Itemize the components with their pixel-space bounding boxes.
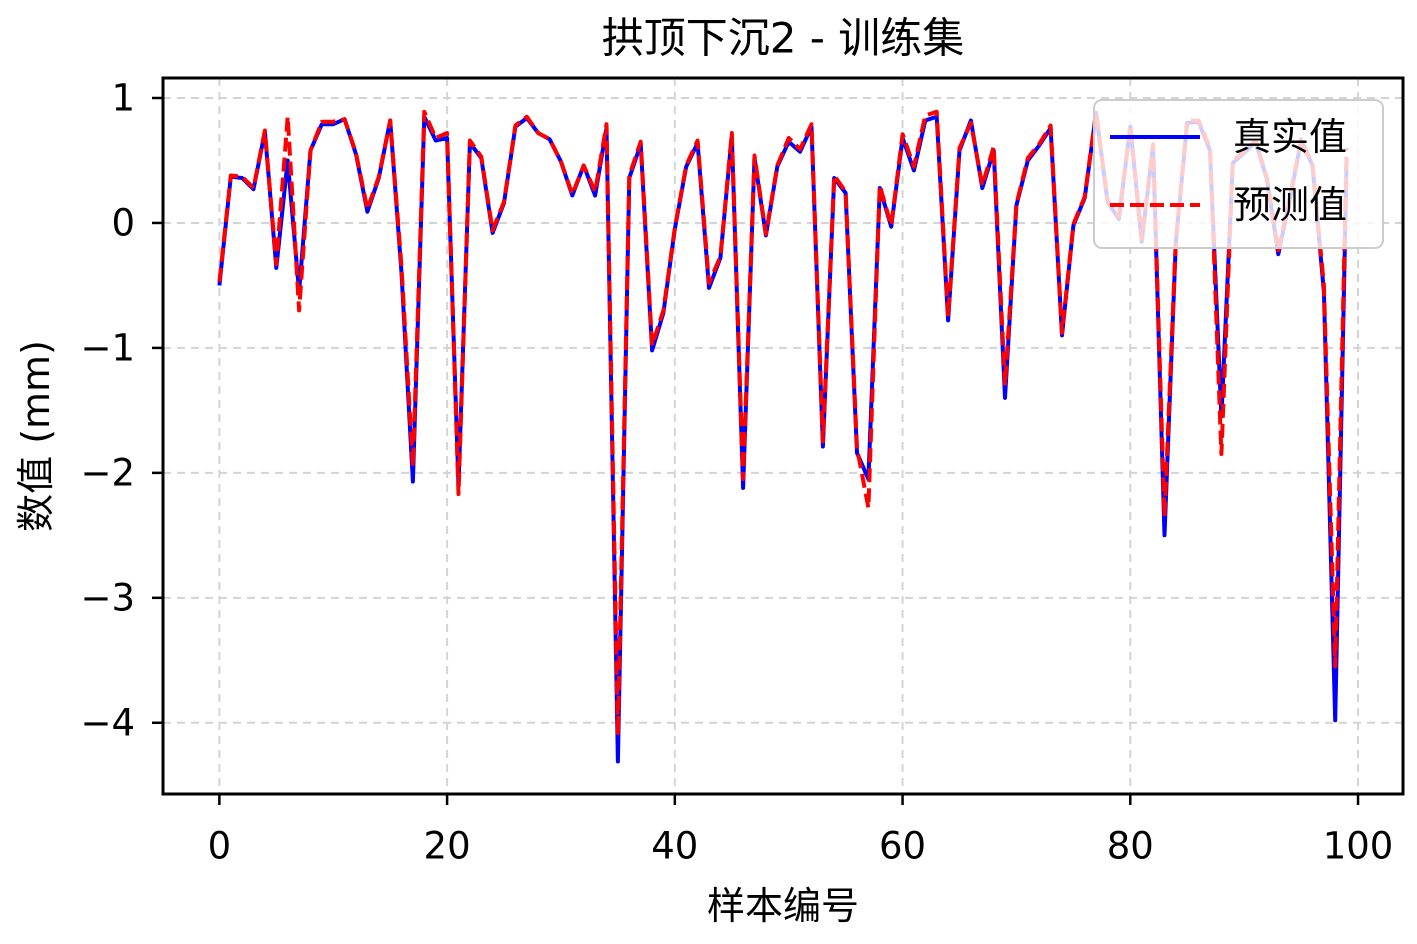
plot-area-frame bbox=[161, 76, 1405, 796]
legend: 真实值 预测值 bbox=[1093, 99, 1384, 249]
series-line-predicted-value bbox=[217, 109, 1349, 738]
x-tick-label: 40 bbox=[651, 825, 698, 868]
x-tick-label: 20 bbox=[424, 825, 471, 868]
x-axis-label: 样本编号 bbox=[707, 884, 859, 928]
x-tick-label: 80 bbox=[1107, 825, 1154, 868]
x-tick-label: 100 bbox=[1323, 825, 1394, 868]
chart-title: 拱顶下沉2 - 训练集 bbox=[602, 14, 965, 63]
y-tick-label: 1 bbox=[111, 76, 135, 119]
y-tick-label: 0 bbox=[111, 201, 135, 244]
y-tick-label: −2 bbox=[80, 451, 135, 494]
legend-label-predicted-value: 预测值 bbox=[1233, 183, 1347, 227]
grid bbox=[163, 78, 1403, 794]
series-group bbox=[217, 109, 1349, 764]
y-tick-label: −3 bbox=[80, 576, 135, 619]
x-axis: 0 20 40 60 80 100 bbox=[208, 794, 1394, 868]
x-tick-label: 0 bbox=[208, 825, 232, 868]
y-axis: 1 0 −1 −2 −3 −4 bbox=[80, 76, 163, 744]
y-axis-label: 数值 (mm) bbox=[14, 340, 58, 532]
y-tick-label: −4 bbox=[80, 701, 135, 744]
legend-label-true-value: 真实值 bbox=[1233, 115, 1347, 159]
y-tick-label: −1 bbox=[80, 326, 135, 369]
x-tick-label: 60 bbox=[879, 825, 926, 868]
